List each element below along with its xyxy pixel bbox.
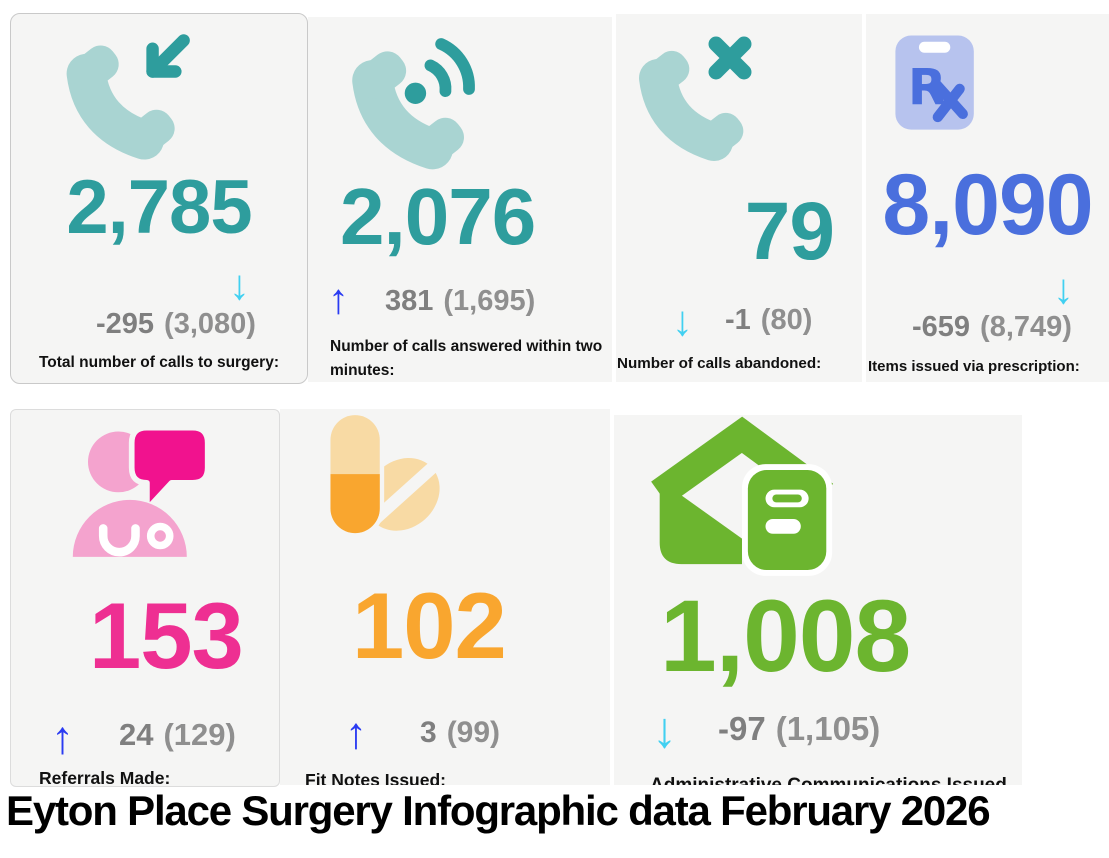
stat-card-admin-communications: 1,008 ↓ -97(1,105) Administrative Commun… bbox=[614, 415, 1022, 785]
stat-value: 79 bbox=[744, 186, 835, 277]
previous-value: (99) bbox=[446, 716, 501, 749]
trend-down-arrow-icon: ↓ bbox=[672, 297, 693, 344]
delta-value: 381 bbox=[385, 285, 434, 317]
previous-value: (80) bbox=[760, 304, 813, 336]
prescription-rx-icon: R bbox=[886, 26, 984, 136]
stat-delta: -1 (80) bbox=[725, 306, 812, 335]
stat-card-referrals: 153 ↑ 24 (129) Referrals Made: bbox=[10, 409, 280, 787]
stat-value: 2,785 bbox=[66, 165, 252, 250]
doctor-referral-icon bbox=[69, 422, 221, 574]
stat-value: 8,090 bbox=[882, 157, 1093, 253]
stat-label: Items issued via prescription: bbox=[868, 357, 1080, 375]
stat-value: 2,076 bbox=[340, 172, 536, 261]
previous-value: (129) bbox=[163, 717, 236, 752]
delta-value: -97 bbox=[718, 710, 766, 747]
delta-value: -295 bbox=[96, 308, 155, 340]
delta-value: -1 bbox=[725, 304, 751, 336]
stat-value: 153 bbox=[89, 583, 244, 688]
stat-value: 102 bbox=[352, 573, 507, 678]
stat-card-prescription-items: R 8,090 ↓ -659 (8,749) Items issued via p… bbox=[866, 14, 1109, 382]
previous-value: (1,105) bbox=[775, 710, 881, 747]
trend-down-arrow-icon: ↓ bbox=[652, 702, 677, 758]
phone-missed-icon bbox=[622, 30, 762, 170]
previous-value: (1,695) bbox=[443, 285, 536, 317]
stat-delta: 3 (99) bbox=[420, 718, 500, 748]
trend-up-arrow-icon: ↑ bbox=[328, 275, 349, 322]
stat-label: Fit Notes Issued: bbox=[305, 770, 446, 785]
trend-up-arrow-icon: ↑ bbox=[345, 709, 367, 758]
trend-up-arrow-icon: ↑ bbox=[51, 711, 74, 763]
phone-incoming-icon bbox=[49, 28, 194, 173]
stat-delta: 24 (129) bbox=[119, 719, 236, 750]
previous-value: (3,080) bbox=[164, 308, 256, 340]
stat-delta: 381 (1,695) bbox=[385, 287, 535, 316]
stat-value: 1,008 bbox=[660, 579, 911, 693]
delta-value: 3 bbox=[420, 716, 437, 749]
trend-down-arrow-icon: ↓ bbox=[229, 261, 250, 308]
phone-volume-icon bbox=[334, 29, 484, 179]
delta-value: 24 bbox=[119, 717, 154, 752]
stat-delta: -659 (8,749) bbox=[912, 313, 1072, 342]
stat-card-fit-notes: 102 ↑ 3 (99) Fit Notes Issued: bbox=[280, 409, 610, 785]
delta-value: -659 bbox=[912, 311, 971, 343]
stat-label: Administrative Communications Issued bbox=[650, 771, 1007, 785]
page-title: Eyton Place Surgery Infographic data Feb… bbox=[6, 787, 991, 834]
stat-delta: -295 (3,080) bbox=[96, 310, 256, 339]
pills-icon bbox=[312, 409, 444, 541]
trend-down-arrow-icon: ↓ bbox=[1053, 265, 1074, 312]
previous-value: (8,749) bbox=[980, 311, 1072, 343]
stat-label: Number of calls answered within two minu… bbox=[330, 338, 603, 380]
stat-delta: -97 (1,105) bbox=[718, 712, 880, 745]
stat-label: Number of calls abandoned: bbox=[617, 355, 822, 373]
stat-card-calls-answered: 2,076 ↑ 381 (1,695) Number of calls answe… bbox=[308, 17, 612, 382]
house-archive-icon bbox=[644, 415, 840, 577]
stat-card-calls-abandoned: 79 ↓ -1 (80) Number of calls abandoned: bbox=[616, 14, 862, 382]
stat-label: Total number of calls to surgery: bbox=[38, 353, 279, 371]
stat-label: Referrals Made: bbox=[39, 768, 171, 787]
stat-card-total-calls: 2,785 ↓ -295 (3,080) Total number of call… bbox=[10, 13, 308, 384]
